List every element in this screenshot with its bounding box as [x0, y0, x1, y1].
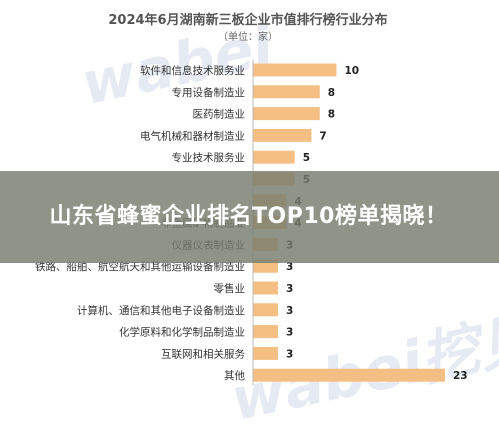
bar	[253, 128, 312, 142]
category-label: 电气机械和器材制造业	[140, 129, 245, 142]
value-label: 3	[286, 283, 293, 295]
bar	[253, 325, 279, 339]
category-label: 计算机、通信和其他电子设备制造业	[77, 304, 245, 317]
category-label: 铁路、船舶、航空航天和其他运输设备制造业	[35, 260, 245, 273]
value-label: 3	[286, 327, 293, 339]
value-label: 23	[453, 370, 468, 382]
bar	[253, 107, 320, 121]
bar	[253, 368, 445, 382]
value-label: 5	[303, 152, 310, 164]
category-label: 专业技术服务业	[172, 151, 246, 164]
value-label: 8	[328, 87, 335, 99]
category-label: 互联网和相关服务	[161, 347, 245, 360]
value-label: 8	[328, 109, 335, 121]
category-label: 医药制造业	[193, 108, 246, 121]
headline-banner: 山东省蜂蜜企业排名TOP10榜单揭晓！	[0, 171, 499, 263]
category-label: 化学原料和化学制品制造业	[119, 326, 245, 339]
bar	[253, 281, 279, 295]
bar	[253, 85, 320, 99]
category-label: 专用设备制造业	[172, 86, 246, 99]
value-label: 3	[286, 348, 293, 360]
chart-subtitle: （单位：家）	[218, 30, 278, 43]
bar	[253, 150, 295, 164]
category-label: 零售业	[214, 282, 246, 295]
value-label: 10	[344, 65, 359, 77]
headline-text: 山东省蜂蜜企业排名TOP10榜单揭晓！	[49, 204, 448, 229]
value-label: 3	[286, 261, 293, 273]
chart-title: 2024年6月湖南新三板企业市值排行榜行业分布	[108, 12, 387, 28]
bar	[253, 303, 279, 317]
watermark-bottom: wabei挖贝	[225, 303, 499, 434]
bar	[253, 63, 337, 77]
bar	[253, 346, 279, 360]
category-label: 其他	[224, 369, 245, 382]
value-label: 3	[286, 305, 293, 317]
category-label: 软件和信息技术服务业	[140, 64, 245, 77]
value-label: 7	[319, 130, 326, 142]
